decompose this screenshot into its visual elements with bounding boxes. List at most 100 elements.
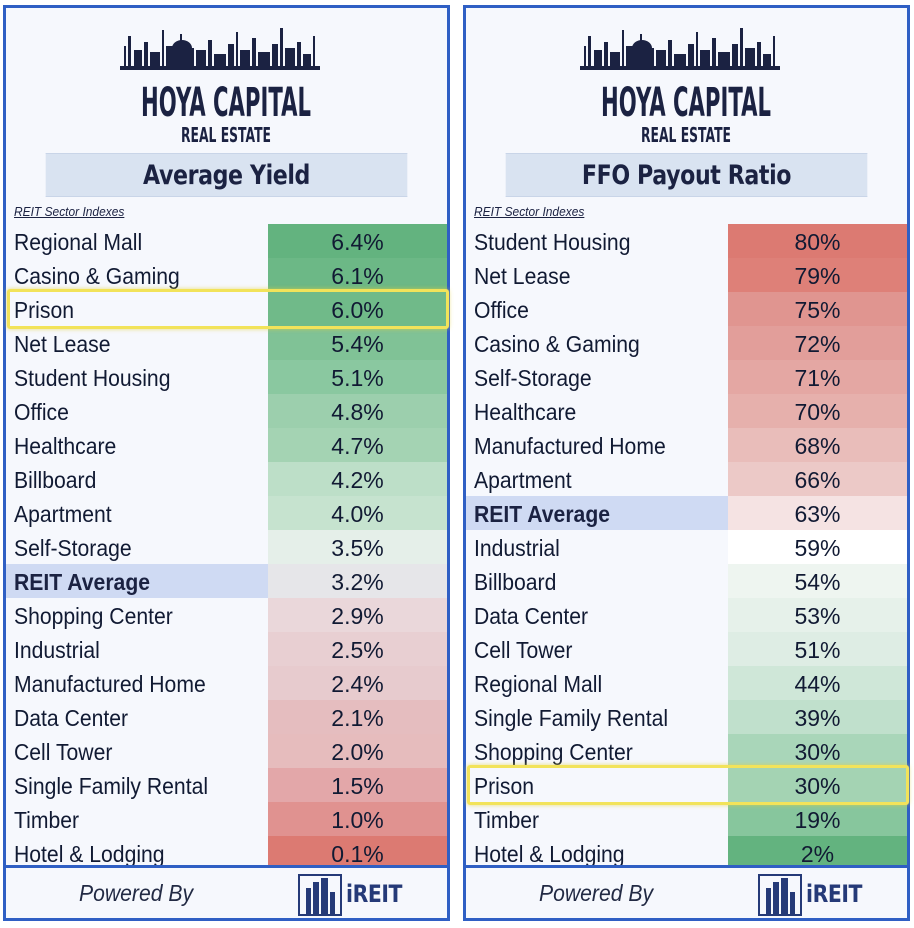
value-cell: 3.5% [268, 530, 447, 564]
table-row: Manufactured Home 2.4% [6, 666, 447, 700]
value-cell: 71% [728, 360, 907, 394]
sector-label: Casino & Gaming [14, 263, 180, 289]
sector-label: Hotel & Lodging [14, 841, 165, 867]
table-row: Hotel & Lodging 0.1% [6, 836, 447, 870]
hoya-capital-logo: HOYA CAPITAL REAL ESTATE [6, 8, 447, 154]
ireit-building-icon [758, 874, 802, 916]
ireit-building-icon [298, 874, 342, 916]
brand-line1: HOYA CAPITAL [141, 80, 311, 126]
chart-subtitle: REIT Sector Indexes [14, 204, 125, 219]
table-row: Casino & Gaming 72% [466, 326, 907, 360]
table-row: Healthcare 4.7% [6, 428, 447, 462]
table-row: Casino & Gaming 6.1% [6, 258, 447, 292]
sector-label: Data Center [14, 705, 129, 731]
value-cell: 79% [728, 258, 907, 292]
sector-label: Billboard [474, 569, 557, 595]
table-row: Self-Storage 71% [466, 360, 907, 394]
yield-table: Regional Mall 6.4% Casino & Gaming 6.1% Pris… [6, 224, 447, 870]
brand-line2: REAL ESTATE [181, 123, 271, 146]
average-row: REIT Average 3.2% [6, 564, 447, 598]
value-cell: 66% [728, 462, 907, 496]
sector-label: Self-Storage [14, 535, 132, 561]
table-row: Data Center 2.1% [6, 700, 447, 734]
sector-label: Student Housing [14, 365, 171, 391]
ffo-payout-panel: HOYA CAPITAL REAL ESTATE FFO Payout Rati… [463, 5, 910, 921]
value-cell: 4.0% [268, 496, 447, 530]
sector-label: Prison [14, 297, 74, 323]
value-cell: 75% [728, 292, 907, 326]
table-row: Office 75% [466, 292, 907, 326]
value-cell: 63% [728, 496, 907, 530]
value-cell: 70% [728, 394, 907, 428]
value-cell: 19% [728, 802, 907, 836]
table-row: Manufactured Home 68% [466, 428, 907, 462]
sector-label: Casino & Gaming [474, 331, 640, 357]
sector-label: Single Family Rental [474, 705, 669, 731]
sector-label: REIT Average [14, 569, 151, 595]
sector-label: Net Lease [474, 263, 571, 289]
sector-label: Cell Tower [474, 637, 573, 663]
sector-label: Shopping Center [14, 603, 173, 629]
table-row: Billboard 4.2% [6, 462, 447, 496]
value-cell: 4.8% [268, 394, 447, 428]
table-row: Single Family Rental 1.5% [6, 768, 447, 802]
ireit-label: iREIT [346, 880, 403, 908]
sector-label: Regional Mall [14, 229, 143, 255]
table-row: Shopping Center 2.9% [6, 598, 447, 632]
table-row: Single Family Rental 39% [466, 700, 907, 734]
value-cell: 0.1% [268, 836, 447, 870]
average-label-background [6, 564, 268, 598]
sector-label: Office [474, 297, 529, 323]
table-row: Student Housing 5.1% [6, 360, 447, 394]
sector-label: Student Housing [474, 229, 631, 255]
average-yield-panel: HOYA CAPITAL REAL ESTATE Average Yield R… [3, 5, 450, 921]
value-cell: 80% [728, 224, 907, 258]
value-cell: 6.0% [268, 292, 447, 326]
value-cell: 2.0% [268, 734, 447, 768]
ireit-logo: iREIT [758, 874, 868, 916]
sector-label: Regional Mall [474, 671, 603, 697]
table-row: Regional Mall 44% [466, 666, 907, 700]
sector-label: Timber [474, 807, 540, 833]
table-row: Hotel & Lodging 2% [466, 836, 907, 870]
powered-by-label: Powered By [79, 880, 194, 906]
value-cell: 53% [728, 598, 907, 632]
value-cell: 59% [728, 530, 907, 564]
table-row: Apartment 66% [466, 462, 907, 496]
chart-title: FFO Payout Ratio [505, 153, 868, 197]
sector-label: Healthcare [14, 433, 117, 459]
table-row: Timber 19% [466, 802, 907, 836]
sector-label: Net Lease [14, 331, 111, 357]
table-row: Net Lease 79% [466, 258, 907, 292]
table-row: Apartment 4.0% [6, 496, 447, 530]
sector-label: Prison [474, 773, 534, 799]
chart-subtitle: REIT Sector Indexes [474, 204, 585, 219]
table-row: Self-Storage 3.5% [6, 530, 447, 564]
table-row: Healthcare 70% [466, 394, 907, 428]
value-cell: 1.0% [268, 802, 447, 836]
value-cell: 5.1% [268, 360, 447, 394]
value-cell: 2% [728, 836, 907, 870]
value-cell: 4.7% [268, 428, 447, 462]
table-row: Student Housing 80% [466, 224, 907, 258]
table-row: Prison 6.0% [6, 292, 447, 326]
value-cell: 5.4% [268, 326, 447, 360]
value-cell: 1.5% [268, 768, 447, 802]
sector-label: Single Family Rental [14, 773, 209, 799]
table-row: Regional Mall 6.4% [6, 224, 447, 258]
value-cell: 3.2% [268, 564, 447, 598]
value-cell: 2.1% [268, 700, 447, 734]
sector-label: Billboard [14, 467, 97, 493]
payout-table: Student Housing 80% Net Lease 79% Office 75% C… [466, 224, 907, 870]
sector-label: Manufactured Home [474, 433, 666, 459]
value-cell: 30% [728, 734, 907, 768]
value-cell: 44% [728, 666, 907, 700]
table-row: Office 4.8% [6, 394, 447, 428]
value-cell: 2.5% [268, 632, 447, 666]
value-cell: 6.4% [268, 224, 447, 258]
value-cell: 6.1% [268, 258, 447, 292]
sector-label: Shopping Center [474, 739, 633, 765]
footer: Powered By iREIT [6, 865, 447, 918]
table-row: Cell Tower 51% [466, 632, 907, 666]
ireit-logo: iREIT [298, 874, 408, 916]
